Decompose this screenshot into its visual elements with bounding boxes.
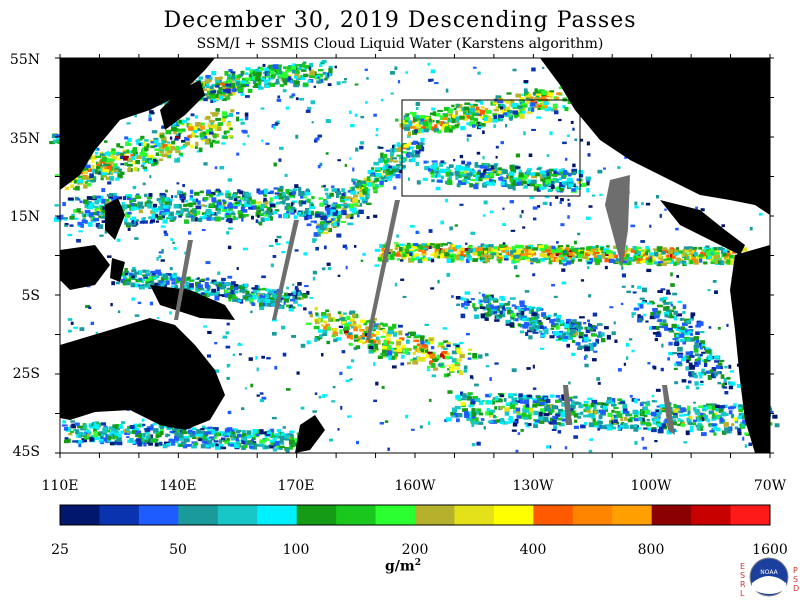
colorbar-tick-25: 25: [51, 542, 69, 558]
colorbar-tick-1600: 1600: [752, 542, 788, 558]
lon-label-100w: 100W: [630, 478, 672, 494]
land-japan: [160, 80, 205, 130]
gap-3: [366, 200, 400, 340]
colorbar-cell: [415, 505, 455, 525]
page-subtitle: SSM/I + SSMIS Cloud Liquid Water (Karste…: [196, 36, 604, 52]
land-central-america: [660, 200, 745, 255]
logo-left-letter: S: [740, 571, 746, 580]
lon-label-160w: 160W: [394, 478, 436, 494]
colorbar-cell: [730, 505, 771, 525]
land-sulawesi: [110, 258, 125, 282]
land-new-zealand: [295, 415, 325, 453]
noaa-logo: NOAA: [749, 557, 789, 597]
gap-6: [662, 385, 675, 435]
logo-left-letter: R: [740, 580, 746, 589]
colorbar-cell: [493, 505, 534, 525]
colorbar-cell: [99, 505, 140, 525]
gap-5: [563, 385, 572, 425]
lat-label-5s: 5S: [21, 288, 41, 304]
swath-gaps: [174, 175, 675, 435]
lon-label-130w: 130W: [512, 478, 554, 494]
gap-4: [605, 175, 630, 268]
logo-right-letter: D: [793, 584, 800, 593]
colorbar-cell: [651, 505, 692, 525]
land-australia: [60, 318, 225, 430]
lon-label-140e: 140E: [159, 478, 197, 494]
colorbar-frame: [59, 504, 771, 526]
lat-label-55n: 55N: [9, 52, 40, 68]
land-borneo: [60, 245, 110, 290]
lon-label-170e: 170E: [277, 478, 315, 494]
colorbar-cell: [612, 505, 653, 525]
land-new-guinea: [150, 285, 235, 320]
colorbar-unit: g/m2: [385, 558, 421, 575]
colorbar-tick-800: 800: [637, 542, 665, 558]
colorbar-tick-50: 50: [169, 542, 187, 558]
colorbar-cell: [296, 505, 337, 525]
landmasses: [60, 58, 770, 453]
lat-label-45s: 45S: [12, 444, 40, 460]
colorbar-tick-200: 200: [401, 542, 429, 558]
colorbar-cell: [257, 505, 298, 525]
colorbar-cell: [533, 505, 574, 525]
colorbar-cell: [572, 505, 613, 525]
region-box: [401, 99, 581, 197]
lat-label-15n: 15N: [9, 209, 40, 225]
land-asia: [60, 58, 215, 190]
page-title: December 30, 2019 Descending Passes: [163, 8, 637, 33]
logo-left-letter: E: [740, 562, 746, 571]
colorbar-cell: [138, 505, 179, 525]
lat-label-25s: 25S: [12, 366, 40, 382]
colorbar-cell: [454, 505, 495, 525]
colorbar-tick-400: 400: [519, 542, 547, 558]
lon-label-70w: 70W: [753, 478, 787, 494]
colorbar-cell: [60, 505, 100, 525]
colorbar-cell: [217, 505, 258, 525]
land-south-america: [730, 245, 770, 453]
gap-2: [272, 220, 299, 320]
gap-1: [174, 240, 193, 320]
lat-label-35n: 35N: [9, 131, 40, 147]
logo-left-letter: L: [740, 589, 745, 598]
colorbar-cell: [336, 505, 377, 525]
colorbar-cells: [60, 505, 771, 525]
colorbar-tick-100: 100: [282, 542, 310, 558]
colorbar-cell: [178, 505, 219, 525]
lon-label-110e: 110E: [41, 478, 79, 494]
colorbar-cell: [691, 505, 732, 525]
land-north-america: [540, 58, 770, 215]
map-ticks: [55, 54, 774, 458]
land-philippines: [105, 198, 125, 240]
logo-right-letter: P: [793, 566, 798, 575]
logo-right-letter: S: [793, 575, 799, 584]
colorbar-cell: [375, 505, 416, 525]
